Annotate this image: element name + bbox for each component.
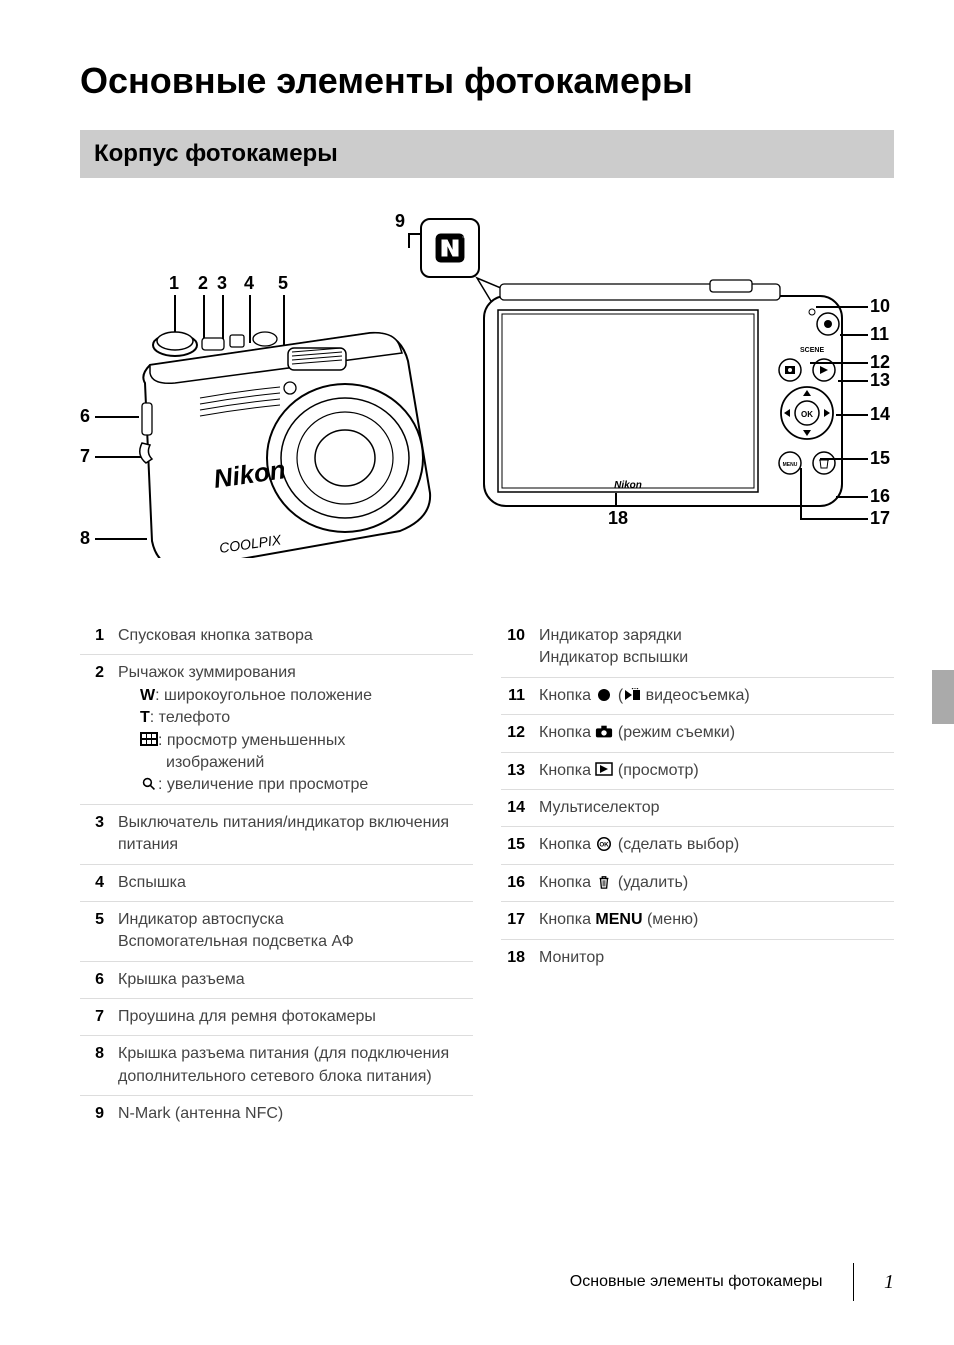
parts-legend: 1 Спусковая кнопка затвора 2 Рычажок зуммир… — [80, 618, 894, 1133]
part-number: 1 — [80, 625, 104, 645]
callout-9: 9 — [395, 211, 405, 232]
part-row: 1 Спусковая кнопка затвора — [80, 618, 473, 655]
camera-back-illustration: Nikon SCENE OK MENU — [480, 278, 850, 528]
page-number: 1 — [884, 1271, 894, 1294]
part-row: 13 Кнопка (просмотр) — [501, 753, 894, 790]
part-description: Индикатор автоспускаВспомогательная подс… — [118, 909, 473, 954]
svg-text:™: ™ — [462, 236, 466, 241]
n-mark-icon: ™ — [420, 218, 480, 278]
part-row: 15 Кнопка OK (сделать выбор) — [501, 827, 894, 864]
part-number: 10 — [501, 625, 525, 645]
callout-7: 7 — [80, 446, 90, 467]
part-number: 14 — [501, 797, 525, 817]
part-description: Кнопка MENU (меню) — [539, 909, 894, 931]
part-description: Крышка разъема — [118, 969, 473, 991]
callout-10: 10 — [870, 296, 890, 317]
part-number: 6 — [80, 969, 104, 989]
part-number: 5 — [80, 909, 104, 929]
part-row: 17 Кнопка MENU (меню) — [501, 902, 894, 939]
part-row: 11 Кнопка ( видеосъемка) — [501, 678, 894, 715]
callout-18: 18 — [608, 508, 628, 529]
part-description: Кнопка (просмотр) — [539, 760, 894, 782]
part-number: 16 — [501, 872, 525, 892]
part-number: 9 — [80, 1103, 104, 1123]
part-description: Рычажок зуммированияW: широкоугольное по… — [118, 662, 473, 796]
part-description: Выключатель питания/индикатор включения … — [118, 812, 473, 857]
callout-13: 13 — [870, 370, 890, 391]
parts-column-right: 10 Индикатор зарядкиИндикатор вспышки 11 Кн… — [501, 618, 894, 1133]
svg-text:SCENE: SCENE — [800, 347, 824, 354]
part-number: 18 — [501, 947, 525, 967]
part-number: 17 — [501, 909, 525, 929]
part-number: 11 — [501, 685, 525, 705]
part-description: Монитор — [539, 947, 894, 969]
part-number: 7 — [80, 1006, 104, 1026]
callout-11: 11 — [870, 324, 889, 345]
part-number: 4 — [80, 872, 104, 892]
part-number: 8 — [80, 1043, 104, 1063]
part-number: 13 — [501, 760, 525, 780]
part-description: Кнопка (режим съемки) — [539, 722, 894, 744]
part-description: N-Mark (антенна NFC) — [118, 1103, 473, 1125]
part-description: Мультиселектор — [539, 797, 894, 819]
part-row: 2 Рычажок зуммированияW: широкоугольное п… — [80, 655, 473, 804]
part-row: 10 Индикатор зарядкиИндикатор вспышки — [501, 618, 894, 678]
callout-14: 14 — [870, 404, 890, 425]
part-row: 12 Кнопка (режим съемки) — [501, 715, 894, 752]
callout-8: 8 — [80, 528, 90, 549]
part-row: 7 Проушина для ремня фотокамеры — [80, 999, 473, 1036]
footer-section-title: Основные элементы фотокамеры — [570, 1273, 823, 1291]
part-row: 18 Монитор — [501, 940, 894, 976]
part-row: 9 N-Mark (антенна NFC) — [80, 1096, 473, 1132]
footer-divider — [853, 1263, 855, 1301]
page-footer: Основные элементы фотокамеры 1 — [570, 1263, 894, 1301]
part-description: Кнопка OK (сделать выбор) — [539, 834, 894, 856]
svg-text:OK: OK — [600, 841, 610, 848]
part-row: 6 Крышка разъема — [80, 962, 473, 999]
part-description: Кнопка ( видеосъемка) — [539, 685, 894, 707]
part-row: 3 Выключатель питания/индикатор включения… — [80, 805, 473, 865]
parts-column-left: 1 Спусковая кнопка затвора 2 Рычажок зуммир… — [80, 618, 473, 1133]
part-description: Индикатор зарядкиИндикатор вспышки — [539, 625, 894, 670]
part-row: 14 Мультиселектор — [501, 790, 894, 827]
part-number: 12 — [501, 722, 525, 742]
page-title: Основные элементы фотокамеры — [80, 60, 894, 102]
part-row: 5 Индикатор автоспускаВспомогательная под… — [80, 902, 473, 962]
callout-16: 16 — [870, 486, 890, 507]
thumb-tab — [932, 670, 954, 724]
section-header: Корпус фотокамеры — [80, 130, 894, 178]
callout-15: 15 — [870, 448, 890, 469]
part-description: Проушина для ремня фотокамеры — [118, 1006, 473, 1028]
camera-diagram: 9 ™ 1 2 3 4 5 6 7 8 — [80, 208, 894, 588]
part-description: Вспышка — [118, 872, 473, 894]
part-description: Кнопка (удалить) — [539, 872, 894, 894]
part-row: 16 Кнопка (удалить) — [501, 865, 894, 902]
callout-6: 6 — [80, 406, 90, 427]
part-description: Спусковая кнопка затвора — [118, 625, 473, 647]
svg-text:OK: OK — [801, 410, 813, 419]
camera-front-illustration: Nikon COOLPIX — [135, 278, 435, 558]
part-row: 4 Вспышка — [80, 865, 473, 902]
callout-17: 17 — [870, 508, 890, 529]
part-number: 2 — [80, 662, 104, 682]
part-number: 3 — [80, 812, 104, 832]
part-row: 8 Крышка разъема питания (для подключения… — [80, 1036, 473, 1096]
part-description: Крышка разъема питания (для подключения … — [118, 1043, 473, 1088]
svg-text:Nikon: Nikon — [614, 480, 642, 491]
part-number: 15 — [501, 834, 525, 854]
svg-text:MENU: MENU — [783, 462, 798, 468]
